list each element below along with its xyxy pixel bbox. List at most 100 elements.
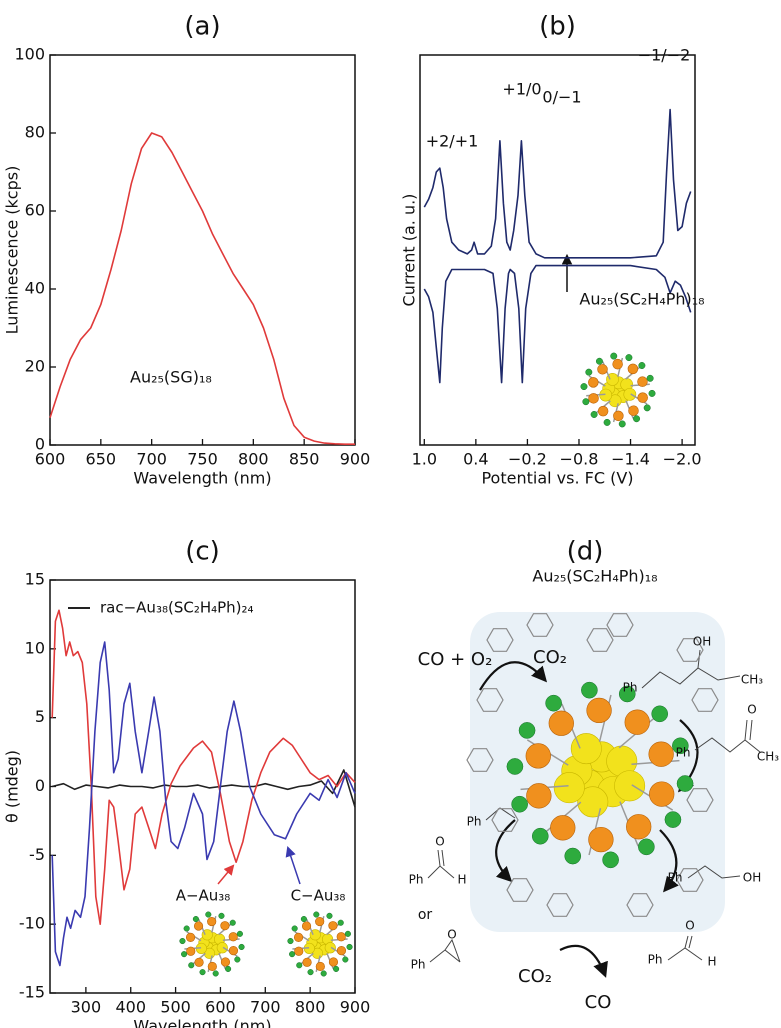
diagram-label: Ph: [623, 681, 638, 695]
legend-label: rac−Au₃₈(SC₂H₄Ph)₂₄: [100, 599, 254, 617]
sulfur-atom: [672, 737, 689, 755]
sulfur-atom: [333, 965, 340, 973]
gold-shell-atom: [228, 946, 239, 956]
gold-shell-atom: [193, 921, 204, 931]
gold-shell-atom: [624, 709, 650, 735]
y-tick-label: -15: [19, 983, 45, 1002]
diagram-label: H: [457, 873, 466, 887]
au25-cluster-small: [580, 352, 656, 428]
ligand-ring: [626, 893, 654, 917]
sulfur-atom: [646, 374, 654, 382]
x-axis-title: Wavelength (nm): [133, 1017, 271, 1028]
series-label: A−Au₃₈: [176, 887, 231, 905]
gold-shell-atom: [207, 961, 217, 972]
sulfur-atom: [179, 937, 186, 945]
sulfur-atom: [238, 943, 245, 951]
sulfur-atom: [618, 685, 636, 703]
gold-shell-atom: [626, 814, 652, 840]
diagram-label: H: [707, 955, 716, 969]
plot-frame: [49, 54, 356, 446]
gold-shell-atom: [628, 405, 639, 416]
diagram-label: Ph: [668, 871, 683, 885]
sulfur-atom: [344, 930, 351, 937]
gold-core-atom: [324, 942, 336, 954]
sulfur-atom: [183, 925, 190, 932]
gold-core-atom: [553, 772, 585, 804]
diagram-label: CO₂: [533, 647, 567, 668]
sulfur-atom: [342, 956, 349, 963]
y-tick-label: 10: [25, 638, 45, 657]
diagram-label: CO + O₂: [418, 649, 493, 670]
x-tick-label: 750: [187, 450, 218, 469]
chemical-skeletons: [427, 649, 761, 963]
pointer-arrow: [217, 864, 235, 885]
sulfur-atom: [664, 811, 682, 828]
gold-shell-atom: [293, 932, 304, 942]
sulfur-atom: [585, 368, 593, 376]
au38-c-cluster: [287, 911, 353, 977]
sulfur-atom: [545, 694, 562, 712]
diagram-label: O: [747, 703, 756, 717]
diagram-label: CH₃: [741, 673, 763, 687]
gold-shell-atom: [315, 916, 325, 927]
sulfur-atom: [218, 912, 225, 919]
gold-shell-atom: [185, 932, 196, 942]
gold-shell-atom: [648, 741, 674, 767]
x-tick-label: −2.0: [663, 450, 702, 469]
gold-shell-atom: [294, 946, 304, 956]
sulfur-atom: [633, 415, 641, 423]
annotation: Au₂₅(SC₂H₄Ph)₁₈: [579, 290, 704, 309]
x-tick-label: 900: [340, 450, 371, 469]
annotation: +1/0: [502, 80, 541, 99]
sulfur-atom: [511, 795, 528, 813]
sulfur-atom: [287, 937, 294, 945]
sulfur-atom: [638, 362, 646, 370]
gold-shell-atom: [627, 363, 639, 375]
x-tick-label: 700: [136, 450, 167, 469]
gold-shell-atom: [336, 932, 346, 942]
y-tick-label: 5: [35, 707, 45, 726]
panel-title: (a): [184, 12, 220, 42]
x-tick-label: −0.2: [508, 450, 547, 469]
sulfur-atom: [618, 420, 626, 428]
sulfur-atom: [676, 775, 694, 792]
gold-shell-atom: [612, 358, 623, 370]
x-tick-label: 700: [250, 998, 281, 1017]
panel-title: (d): [567, 537, 604, 567]
ligand-ring: [506, 878, 534, 902]
sulfur-atom: [643, 404, 651, 412]
ligand-ring: [546, 893, 574, 917]
x-tick-label: 800: [238, 450, 269, 469]
sulfur-atom: [181, 951, 188, 958]
x-tick-label: 600: [35, 450, 66, 469]
gold-shell-atom: [186, 946, 196, 956]
y-tick-label: 15: [25, 570, 45, 589]
gold-shell-atom: [315, 961, 325, 972]
ligand-ring: [466, 748, 494, 772]
sulfur-atom: [188, 962, 195, 969]
sulfur-atom: [296, 962, 303, 969]
sulfur-atom: [582, 398, 590, 406]
gold-shell-atom: [228, 932, 238, 942]
sulfur-atom: [518, 722, 536, 739]
y-tick-label: -5: [29, 845, 45, 864]
gold-shell-atom: [220, 921, 230, 931]
sulfur-atom: [638, 838, 655, 856]
diagram-label: Ph: [676, 746, 691, 760]
sulfur-atom: [610, 352, 618, 360]
ligand-ring: [676, 868, 704, 892]
y-tick-label: 60: [25, 201, 45, 220]
sulfur-atom: [205, 911, 212, 918]
data-line: [49, 132, 355, 445]
y-tick-label: 0: [35, 776, 45, 795]
gold-shell-atom: [588, 393, 599, 404]
sulfur-atom: [291, 925, 298, 932]
diagram-label: Ph: [467, 815, 482, 829]
ligand-ring: [606, 613, 634, 637]
gold-core-atom: [216, 942, 228, 954]
y-tick-label: 0: [35, 435, 45, 454]
annotation: 0/−1: [542, 88, 581, 107]
x-tick-label: 900: [340, 998, 371, 1017]
diagram-label: OH: [693, 635, 711, 649]
